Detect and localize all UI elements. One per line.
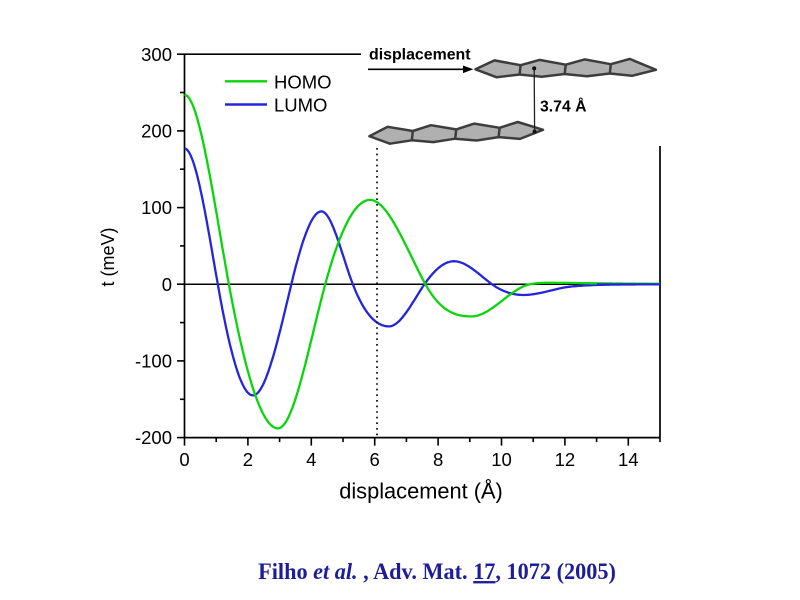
svg-text:-100: -100 [135,351,172,372]
svg-text:8: 8 [433,449,443,470]
svg-text:HOMO: HOMO [274,71,332,92]
svg-text:300: 300 [141,44,172,65]
svg-text:3.74 Å: 3.74 Å [540,97,587,116]
svg-text:-200: -200 [135,427,172,448]
svg-text:displacement: displacement [369,47,471,64]
svg-text:12: 12 [555,449,576,470]
svg-text:2: 2 [243,449,253,470]
svg-text:0: 0 [162,274,172,295]
svg-text:t (meV): t (meV) [98,227,118,286]
svg-text:10: 10 [491,449,512,470]
svg-text:100: 100 [141,197,172,218]
svg-text:LUMO: LUMO [274,95,327,116]
svg-text:14: 14 [618,449,639,470]
svg-text:Filho et al. , Adv. Mat. 17, 1: Filho et al. , Adv. Mat. 17, 1072 (2005) [258,558,616,584]
svg-text:0: 0 [179,449,189,470]
svg-text:200: 200 [141,121,172,142]
svg-text:4: 4 [306,449,316,470]
svg-text:6: 6 [370,449,380,470]
svg-text:displacement (Å): displacement (Å) [339,479,503,504]
